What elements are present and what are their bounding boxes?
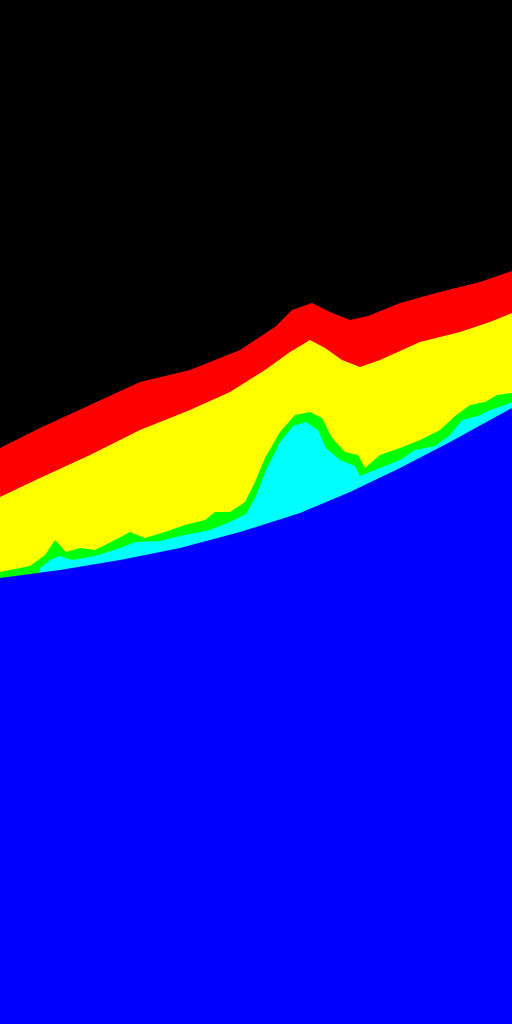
blue-region (0, 408, 512, 1024)
